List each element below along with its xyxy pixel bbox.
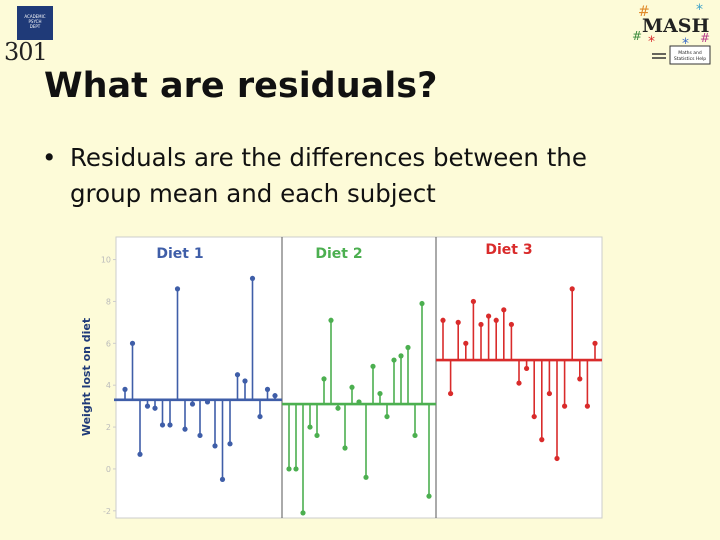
bullet-symbol: • xyxy=(42,143,57,172)
data-point xyxy=(419,300,425,307)
data-point xyxy=(562,403,568,409)
data-point xyxy=(377,390,383,397)
data-point xyxy=(478,321,484,328)
data-point xyxy=(493,317,499,323)
data-point xyxy=(272,393,278,399)
data-point xyxy=(212,443,218,449)
data-point xyxy=(264,386,271,392)
y-tick-label: 0 xyxy=(106,465,111,474)
data-point xyxy=(321,376,327,382)
logo-line: PSYCH xyxy=(28,19,42,24)
data-point xyxy=(539,437,545,443)
series-label: Diet 1 xyxy=(156,246,203,262)
data-point xyxy=(314,432,320,439)
data-point xyxy=(293,466,299,472)
data-point xyxy=(508,321,514,328)
data-point xyxy=(455,319,461,325)
data-point xyxy=(129,340,136,346)
residuals-chart-svg: -2 0 2 4 6 8 10 Diet 1 Diet 2 Diet 3 Weight lost… xyxy=(80,236,603,519)
data-point xyxy=(448,390,454,397)
data-point xyxy=(363,474,369,480)
mash-logo-caption: Maths and xyxy=(678,50,702,56)
data-point xyxy=(412,432,418,439)
data-point xyxy=(137,451,143,457)
data-point xyxy=(398,353,404,359)
logo-number: 301 xyxy=(4,38,48,66)
data-point xyxy=(516,380,522,386)
svg-text:#: # xyxy=(638,4,650,20)
data-point xyxy=(486,313,492,319)
data-point xyxy=(234,372,241,378)
data-point xyxy=(531,413,537,420)
data-point xyxy=(227,441,233,447)
y-tick-label: 8 xyxy=(106,297,111,306)
data-point xyxy=(182,426,188,432)
y-tick-label: 6 xyxy=(106,339,111,348)
data-point xyxy=(470,298,476,305)
y-tick-label: -2 xyxy=(103,507,111,516)
data-point xyxy=(426,493,432,499)
data-point xyxy=(189,401,196,407)
data-point xyxy=(144,403,151,409)
data-point xyxy=(405,344,411,351)
mash-logo-graphic: # * # # * * MASH Maths and Statistics He… xyxy=(632,2,711,65)
data-point xyxy=(249,275,256,282)
academic-logo-badge: ACADEMIC PSYCH DEPT xyxy=(17,6,53,40)
data-point xyxy=(286,466,292,472)
data-point xyxy=(569,286,575,292)
academic-logo: ACADEMIC PSYCH DEPT 301 xyxy=(4,4,60,66)
data-point xyxy=(370,363,376,369)
data-point xyxy=(342,445,348,451)
data-point xyxy=(554,455,560,462)
data-point xyxy=(328,317,334,323)
data-point xyxy=(219,476,226,483)
data-point xyxy=(524,365,530,372)
svg-text:#: # xyxy=(700,31,710,45)
y-tick-label: 2 xyxy=(106,423,111,432)
data-point xyxy=(242,378,248,384)
series-label: Diet 2 xyxy=(315,246,362,262)
logo-line: DEPT xyxy=(29,24,41,29)
y-axis-label: Weight lost on diet xyxy=(80,318,93,436)
y-tick-label: 10 xyxy=(101,256,111,265)
mash-logo-word: MASH xyxy=(642,15,709,37)
logo-line: ACADEMIC xyxy=(24,14,46,19)
y-tick-label: 4 xyxy=(106,381,111,390)
data-point xyxy=(592,340,598,346)
data-point xyxy=(300,510,306,516)
svg-text:*: * xyxy=(682,36,689,52)
data-point xyxy=(577,376,583,382)
data-point xyxy=(349,384,355,390)
data-point xyxy=(197,432,203,439)
svg-text:#: # xyxy=(632,29,642,43)
data-point xyxy=(584,403,590,409)
data-point xyxy=(307,424,313,430)
data-point xyxy=(335,405,341,411)
data-point xyxy=(440,317,446,323)
mash-logo-caption: Statistics Help xyxy=(674,56,706,62)
data-point xyxy=(152,405,158,411)
svg-text:*: * xyxy=(696,2,703,18)
data-point xyxy=(159,422,166,428)
data-point xyxy=(391,357,397,363)
data-point xyxy=(167,422,173,428)
plot-area xyxy=(115,236,603,519)
svg-text:*: * xyxy=(648,34,655,50)
data-point xyxy=(122,386,128,392)
data-point xyxy=(174,286,181,292)
data-point xyxy=(546,390,552,397)
data-point xyxy=(463,340,469,346)
mash-logo: # * # # * * MASH Maths and Statistics He… xyxy=(630,2,716,72)
residuals-chart: -2 0 2 4 6 8 10 Diet 1 Diet 2 Diet 3 Weight lost… xyxy=(78,235,604,520)
data-point xyxy=(257,413,263,420)
slide-title: What are residuals? xyxy=(44,66,438,106)
series-label: Diet 3 xyxy=(485,242,532,258)
data-point xyxy=(501,307,507,313)
data-point xyxy=(384,413,390,420)
bullet-text: Residuals are the differences between th… xyxy=(70,143,587,208)
